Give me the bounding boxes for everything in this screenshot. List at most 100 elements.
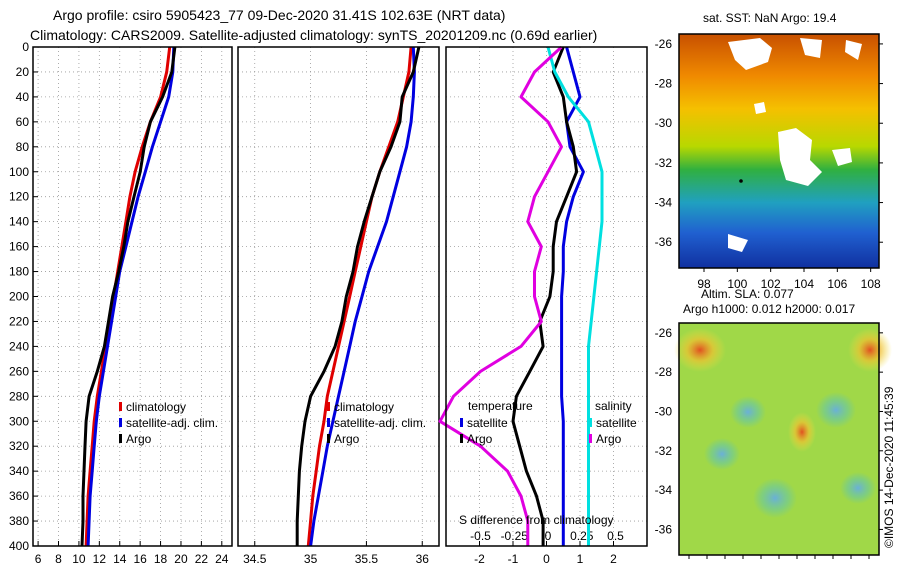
x-tick-label: 14	[113, 552, 127, 566]
sla-map-title-line1: Altim. SLA: 0.077	[701, 287, 794, 301]
legend-swatch-climatology	[327, 402, 330, 411]
x-tick-label: 36	[416, 552, 430, 566]
y-tick-label: 0	[22, 40, 29, 54]
sst-cloud-patch	[754, 102, 766, 114]
sla-low-anomaly	[730, 396, 766, 428]
y-tick-label: 240	[9, 339, 29, 353]
header-title-line1: Argo profile: csiro 5905423_77 09-Dec-20…	[53, 7, 505, 23]
y-tick-label: 340	[9, 464, 29, 478]
series-line-salinity-argo	[438, 45, 563, 546]
sla-low-anomaly	[840, 472, 876, 504]
x-tick-label: -1	[508, 552, 519, 566]
series-line-argo	[80, 46, 177, 547]
legend-swatch-sal-argo	[589, 434, 592, 443]
map-x-tick-label: 106	[827, 277, 847, 291]
legend-label-temp-satellite: satellite	[467, 416, 508, 430]
map-y-tick-label: -28	[655, 365, 673, 379]
sla-low-anomaly	[704, 438, 740, 470]
series-line-climatology	[306, 46, 413, 547]
x-tick-label: 16	[133, 552, 147, 566]
y-tick-label: 320	[9, 439, 29, 453]
sst-cloud-patch	[778, 128, 822, 186]
x-tick-label: 22	[195, 552, 209, 566]
y-tick-label: 100	[9, 165, 29, 179]
map-y-tick-label: -26	[655, 326, 673, 340]
difference-panel-frame	[445, 46, 648, 547]
series-line-salinity-satellite	[546, 46, 604, 546]
header-title-line2: Climatology: CARS2009. Satellite-adjuste…	[30, 27, 597, 43]
legend-label-climatology: climatology	[334, 400, 394, 414]
map-y-tick-label: -34	[655, 483, 673, 497]
sla-low-anomaly	[753, 478, 797, 518]
legend-swatch-argo	[327, 434, 330, 443]
legend-swatch-climatology	[119, 402, 122, 411]
map-y-tick-label: -34	[655, 196, 673, 210]
legend-swatch-temp-argo	[460, 434, 463, 443]
legend-label-satellite: satellite-adj. clim.	[126, 416, 218, 430]
map-x-tick-label: 108	[861, 277, 881, 291]
map-y-tick-label: -32	[655, 156, 673, 170]
map-y-tick-label: -32	[655, 444, 673, 458]
sst-cloud-patch	[845, 40, 862, 60]
x-tick-label: 10	[72, 552, 86, 566]
sst-cloud-patch	[728, 234, 748, 252]
map-y-tick-label: -36	[655, 522, 673, 536]
sst-cloud-patch	[728, 38, 772, 70]
y-tick-label: 400	[9, 539, 29, 553]
s-diff-tick-label: 0.25	[570, 529, 594, 543]
series-line-argo	[295, 46, 421, 546]
s-difference-label: S difference from climatology	[459, 513, 614, 527]
x-tick-label: 24	[215, 552, 229, 566]
sla-map-title-line2: Argo h1000: 0.012 h2000: 0.017	[683, 302, 855, 316]
sla-anomaly-blobs	[674, 328, 892, 518]
sst-cloud-mask	[728, 38, 862, 252]
map-x-tick-label: 98	[697, 277, 711, 291]
y-tick-label: 60	[16, 115, 30, 129]
x-tick-label: 12	[93, 552, 107, 566]
salinity-panel: 34.5 35 35.5 36	[237, 46, 440, 566]
legend-swatch-argo	[119, 434, 122, 443]
map-x-tick-label: 104	[794, 277, 814, 291]
x-tick-label: 34.5	[243, 552, 267, 566]
map-x-tick-label: 100	[727, 277, 747, 291]
sst-cloud-patch	[800, 38, 822, 58]
series-line-satellite-adj-clim-	[309, 46, 416, 547]
salinity-panel-frame	[237, 46, 440, 547]
legend-swatch-sal-satellite	[589, 418, 592, 427]
x-tick-label: 35.5	[355, 552, 379, 566]
legend-label-climatology: climatology	[126, 400, 186, 414]
legend-swatch-satellite	[327, 418, 330, 427]
s-diff-tick-label: 0.5	[607, 529, 624, 543]
map-y-tick-label: -28	[655, 77, 673, 91]
y-tick-label: 260	[9, 364, 29, 378]
imos-credit: ©IMOS 14-Dec-2020 11:45:39	[882, 386, 896, 548]
y-tick-label: 140	[9, 215, 29, 229]
y-tick-label: 280	[9, 389, 29, 403]
sst-map-title: sat. SST: NaN Argo: 19.4	[703, 11, 837, 25]
y-tick-label: 160	[9, 240, 29, 254]
x-tick-label: 0	[543, 552, 550, 566]
sst-cloud-patch	[832, 148, 852, 166]
x-tick-label: 1	[577, 552, 584, 566]
s-diff-tick-label: 0	[545, 529, 552, 543]
salinity-legend: climatology satellite-adj. clim. Argo	[327, 400, 426, 446]
legend-label-temp-argo: Argo	[467, 432, 493, 446]
map-x-tick-label: 102	[761, 277, 781, 291]
sla-low-anomaly	[816, 392, 856, 428]
y-tick-label: 300	[9, 414, 29, 428]
map-y-tick-label: -26	[655, 37, 673, 51]
sla-high-anomaly	[674, 328, 726, 372]
x-tick-label: 18	[154, 552, 168, 566]
series-line-satellite-adj-clim-	[86, 46, 176, 547]
legend-label-argo: Argo	[126, 432, 152, 446]
x-tick-label: 8	[55, 552, 62, 566]
y-tick-label: 120	[9, 190, 29, 204]
legend-label-sal-satellite: satellite	[596, 416, 637, 430]
y-tick-label: 40	[16, 90, 30, 104]
x-tick-label: 6	[35, 552, 42, 566]
sst-map-panel: sat. SST: NaN Argo: 19.4 -26 -28 -30 -32 -34…	[655, 11, 883, 291]
legend-title-salinity: salinity	[595, 399, 632, 413]
y-tick-label: 180	[9, 265, 29, 279]
temperature-panel-frame	[32, 46, 233, 547]
